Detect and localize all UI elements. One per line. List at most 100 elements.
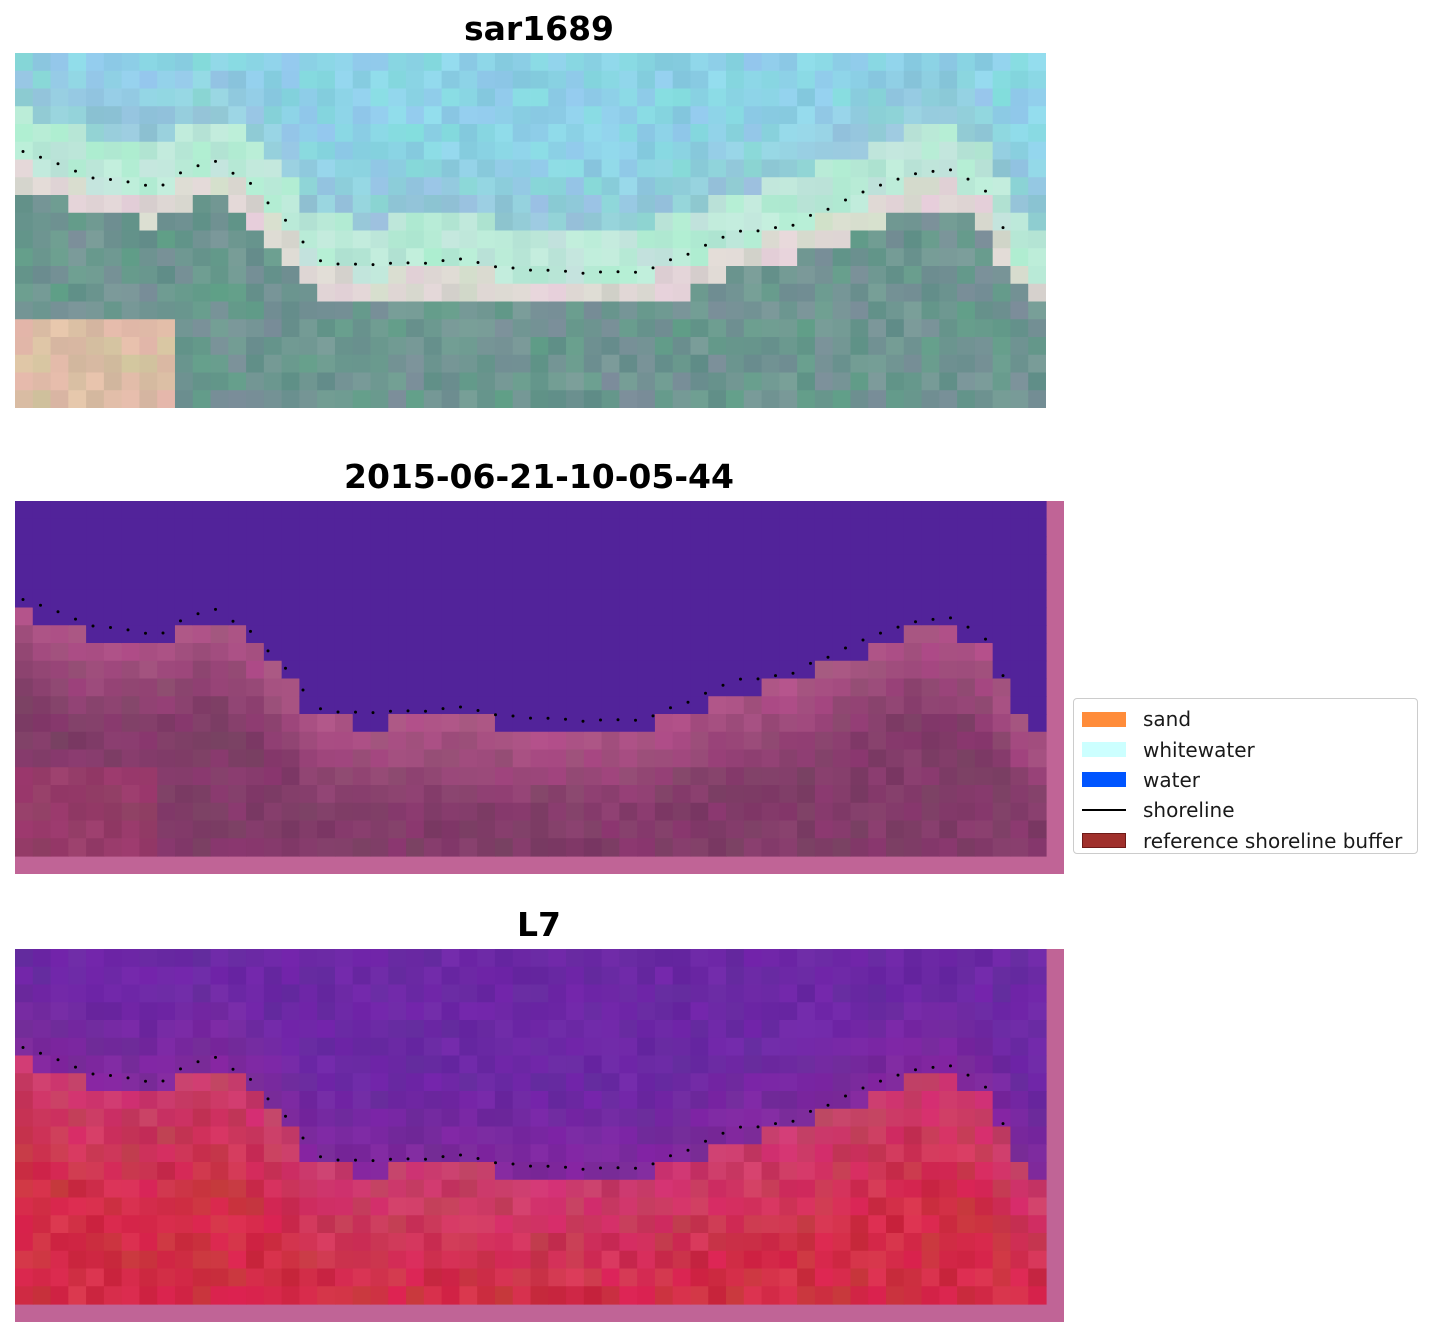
shoreline-point	[389, 261, 392, 265]
shoreline-point	[336, 710, 340, 714]
shoreline-point	[284, 666, 287, 670]
shoreline-point	[914, 1068, 917, 1072]
shoreline-point	[371, 711, 375, 715]
shoreline-point	[266, 649, 270, 653]
shoreline-point	[546, 716, 550, 720]
shoreline-point	[669, 1154, 672, 1158]
shoreline-point	[564, 1165, 567, 1169]
shoreline-point	[774, 226, 777, 230]
shoreline-point	[319, 707, 322, 711]
shoreline-point	[564, 717, 567, 721]
shoreline-point	[144, 631, 147, 635]
shoreline-point	[161, 1079, 165, 1083]
shoreline-point	[529, 1164, 532, 1168]
shoreline-point	[861, 190, 865, 194]
shoreline-point	[949, 1064, 952, 1068]
shoreline-point	[809, 1109, 812, 1113]
legend-item-buffer: reference shoreline buffer	[1080, 826, 1411, 856]
shoreline-point	[494, 1161, 497, 1165]
sand-swatch	[1082, 711, 1126, 727]
shoreline-point	[441, 1155, 445, 1159]
legend-item-shoreline: shoreline	[1080, 795, 1411, 825]
shoreline-point	[459, 257, 462, 261]
shoreline-point	[424, 261, 427, 265]
shoreline-point	[249, 181, 252, 185]
shoreline-point	[879, 631, 882, 635]
shoreline-point	[21, 598, 25, 601]
legend-label-whitewater: whitewater	[1143, 737, 1255, 762]
shoreline-point	[669, 706, 672, 710]
shoreline-point	[546, 1164, 550, 1168]
shoreline-swatch	[1082, 809, 1126, 812]
shoreline-point	[774, 674, 777, 678]
shoreline-point	[21, 150, 25, 153]
shoreline-point	[126, 180, 130, 184]
panel-title-3: L7	[517, 905, 561, 944]
shoreline-point	[354, 262, 357, 266]
shoreline-point	[476, 261, 480, 264]
shoreline-point	[879, 183, 882, 187]
shoreline-point	[231, 171, 235, 175]
shoreline-point	[949, 616, 952, 620]
shoreline-point	[284, 1114, 287, 1118]
shoreline-point	[739, 229, 742, 233]
shoreline-point	[704, 243, 707, 247]
shoreline-point	[616, 270, 620, 274]
shoreline-point	[74, 1065, 77, 1069]
shoreline-point	[826, 1103, 830, 1107]
shoreline-point	[1001, 226, 1005, 230]
shoreline-point	[896, 625, 900, 629]
shoreline-point	[144, 1079, 147, 1083]
shoreline-point	[196, 612, 200, 616]
legend-item-water: water	[1080, 765, 1411, 795]
shoreline-point	[319, 259, 322, 263]
shoreline-point	[214, 1055, 217, 1059]
shoreline-point	[599, 1166, 602, 1170]
shoreline-point	[406, 261, 410, 265]
shoreline-point	[56, 162, 60, 166]
shoreline-point	[581, 271, 585, 275]
shoreline-point	[879, 1079, 882, 1083]
shoreline-point	[179, 171, 182, 175]
shoreline-point	[511, 1162, 515, 1166]
shoreline-point	[459, 705, 462, 709]
shoreline-point	[826, 207, 830, 211]
shoreline-point	[809, 661, 812, 665]
shoreline-point	[406, 709, 410, 713]
shoreline-point	[441, 259, 445, 263]
shoreline-point	[371, 1159, 375, 1163]
shoreline-point	[266, 1097, 270, 1101]
shoreline-point	[546, 268, 550, 272]
shoreline-point	[844, 198, 847, 202]
shoreline-point	[91, 176, 95, 180]
shoreline-point	[21, 1046, 25, 1049]
shoreline-point	[126, 1076, 130, 1080]
pixel-mosaic	[15, 53, 1046, 408]
shoreline-point	[756, 229, 760, 233]
shoreline-point	[739, 1125, 742, 1129]
shoreline-point	[966, 177, 970, 181]
shoreline-points	[21, 150, 1005, 275]
shoreline-point	[441, 707, 445, 711]
shoreline-point	[284, 218, 287, 222]
shoreline-point	[616, 1166, 620, 1170]
legend-label-water: water	[1143, 767, 1200, 792]
shoreline-point	[826, 655, 830, 659]
shoreline-point	[424, 1157, 427, 1161]
shoreline-point	[336, 1158, 340, 1162]
shoreline-point	[651, 1162, 655, 1166]
shoreline-point	[616, 718, 620, 722]
shoreline-point	[756, 1125, 760, 1129]
shoreline-point	[529, 716, 532, 720]
shoreline-point	[634, 270, 637, 274]
shoreline-point	[756, 677, 760, 681]
shoreline-point	[634, 718, 637, 722]
shoreline-point	[91, 624, 95, 628]
shoreline-point	[686, 252, 690, 256]
shoreline-point	[704, 691, 707, 695]
shoreline-point	[599, 718, 602, 722]
shoreline-point	[389, 709, 392, 713]
shoreline-point	[56, 1058, 60, 1062]
shoreline-point	[424, 709, 427, 713]
legend-label-buffer: reference shoreline buffer	[1143, 828, 1403, 853]
